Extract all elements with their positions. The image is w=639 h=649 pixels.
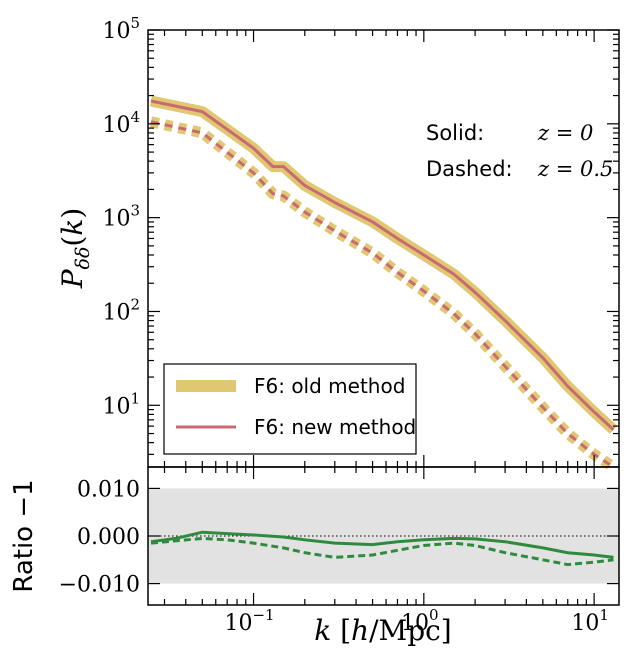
y-tick-label: 102 [102,295,140,325]
dashed-label: Dashed: [426,157,513,181]
ratio-y-tick-labels: 0.010 0.000 −0.010 [59,477,140,597]
upper-y-tick-labels: 101 102 103 104 105 [102,14,140,419]
dashed-redshift: z = 0.5 [537,157,613,181]
x-tick-label: 100 [401,606,439,636]
ratio-lines [150,530,614,567]
ratio-y-tick-label: 0.000 [77,525,140,550]
ratio-panel: 0.010 0.000 −0.010 10−1 100 101 Ratio −1 k [… [9,466,620,647]
y-tick-label: 104 [102,108,140,138]
power-spectrum-lines [149,95,618,472]
legend-label-old: F6: old method [254,374,405,398]
redshift-annotation: Solid: z = 0 Dashed: z = 0.5 [426,121,613,181]
solid-label: Solid: [426,121,484,145]
ratio-y-axis-label: Ratio −1 [9,479,39,592]
x-axis-label: k [h/Mpc] [314,614,451,647]
power-spectrum-panel: 101 102 103 104 105 Pδδ(k) Solid: z = 0 Dash… [56,14,620,472]
legend-label-new: F6: new method [254,415,416,439]
ratio-y-tick-label: −0.010 [59,573,140,598]
legend: F6: old method F6: new method [163,363,417,455]
new-method-solid-line [150,99,615,431]
ratio-solid-line [150,530,614,559]
x-tick-label: 10−1 [224,606,274,636]
y-tick-label: 105 [102,14,140,44]
x-tick-label: 101 [571,606,609,636]
upper-y-axis-label: Pδδ(k) [56,208,94,290]
y-tick-label: 101 [102,389,140,419]
lower-ticks [148,467,619,605]
ratio-dashed-line [150,536,614,567]
new-method-dashed-line [150,120,615,469]
ratio-y-tick-label: 0.010 [77,477,140,502]
x-tick-labels: 10−1 100 101 [224,606,608,636]
solid-redshift: z = 0 [537,121,593,145]
upper-ticks [148,29,619,467]
y-tick-label: 103 [102,202,140,232]
legend-box [163,363,417,455]
